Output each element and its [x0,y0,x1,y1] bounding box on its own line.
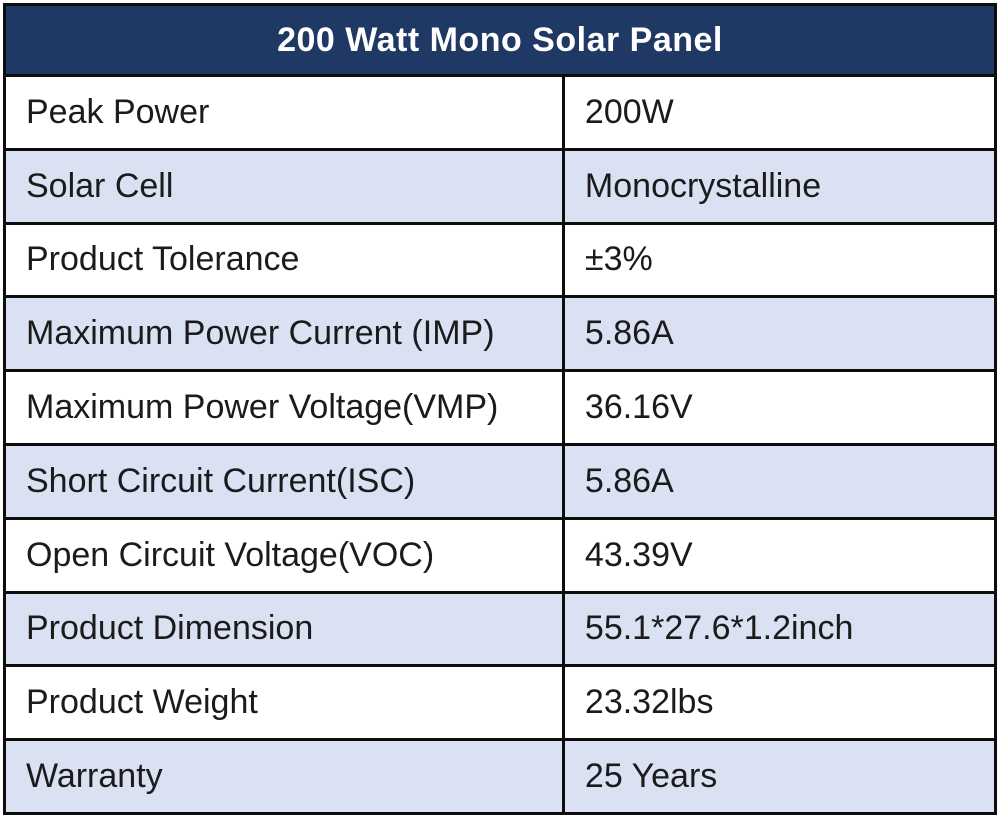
spec-label: Maximum Power Voltage(VMP) [3,369,565,446]
spec-value: ±3% [561,221,998,299]
table-row: Product Dimension 55.1*27.6*1.2inch [3,590,998,668]
spec-value: 36.16V [561,369,998,446]
spec-label: Warranty [3,738,565,815]
spec-value: 200W [561,74,998,151]
spec-label: Peak Power [3,74,565,151]
table-row: Solar Cell Monocrystalline [3,147,998,225]
spec-value: 55.1*27.6*1.2inch [561,590,998,668]
spec-label: Short Circuit Current(ISC) [3,442,565,520]
table-row: Product Tolerance ±3% [3,221,998,299]
table-row: Product Weight 23.32lbs [3,664,998,742]
spec-value: 25 Years [561,738,998,815]
table-row: Maximum Power Voltage(VMP) 36.16V [3,369,998,446]
spec-label: Product Dimension [3,590,565,668]
spec-value: Monocrystalline [561,147,998,225]
spec-label: Maximum Power Current (IMP) [3,295,565,373]
table-row: Short Circuit Current(ISC) 5.86A [3,442,998,520]
spec-value: 5.86A [561,442,998,520]
spec-label: Open Circuit Voltage(VOC) [3,516,565,594]
spec-value: 23.32lbs [561,664,998,742]
table-row: Maximum Power Current (IMP) 5.86A [3,295,998,373]
table-title: 200 Watt Mono Solar Panel [3,3,997,77]
table-row: Open Circuit Voltage(VOC) 43.39V [3,516,998,594]
table-header-row: 200 Watt Mono Solar Panel [3,3,997,77]
spec-value: 5.86A [561,295,998,373]
spec-label: Product Weight [3,664,565,742]
spec-label: Solar Cell [3,147,565,225]
table-row: Warranty 25 Years [3,738,998,815]
spec-value: 43.39V [561,516,998,594]
spec-label: Product Tolerance [3,221,565,299]
table-row: Peak Power 200W [3,74,998,151]
spec-table: 200 Watt Mono Solar Panel Peak Power 200… [3,3,998,815]
